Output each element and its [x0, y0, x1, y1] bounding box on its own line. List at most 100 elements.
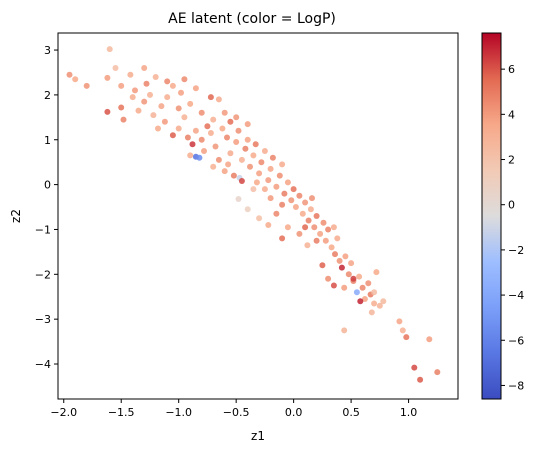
scatter-point [288, 197, 294, 203]
colorbar [482, 33, 501, 399]
scatter-point [411, 365, 417, 371]
scatter-point [253, 141, 259, 147]
scatter-point [227, 119, 233, 125]
scatter-point [164, 94, 170, 100]
scatter-point [196, 155, 202, 161]
scatter-point [127, 72, 133, 78]
scatter-point [331, 224, 337, 230]
scatter-point [304, 242, 310, 248]
y-tick-label: −4 [35, 358, 51, 371]
scatter-point [319, 262, 325, 268]
colorbar-axis: −8 −6 −4 −2 0 2 4 6 [501, 63, 524, 392]
scatter-point [371, 289, 377, 295]
scatter-point [225, 161, 231, 167]
scatter-point [144, 81, 150, 87]
scatter-point [176, 126, 182, 132]
scatter-point [285, 224, 291, 230]
scatter-point [216, 157, 222, 163]
scatter-point [258, 159, 264, 165]
y-tick-label: −1 [35, 223, 51, 236]
x-axis-label: z1 [251, 429, 265, 443]
scatter-point [434, 369, 440, 375]
scatter-point [113, 65, 119, 71]
scatter-point [130, 94, 136, 100]
scatter-point [302, 224, 308, 230]
y-tick-label: −3 [35, 313, 51, 326]
scatter-point [227, 150, 233, 156]
scatter-point [107, 46, 113, 52]
scatter-point [233, 114, 239, 120]
chart-title: AE latent (color = LogP) [168, 11, 336, 27]
y-tick-label: 2 [44, 89, 51, 102]
plot-area [67, 46, 441, 383]
scatter-point [360, 285, 366, 291]
scatter-point [314, 238, 320, 244]
scatter-point [155, 126, 161, 132]
scatter-point [279, 235, 285, 241]
scatter-point [72, 76, 78, 82]
scatter-point [104, 109, 110, 115]
scatter-point [341, 327, 347, 333]
scatter-point [325, 227, 331, 233]
scatter-point [265, 222, 271, 228]
scatter-point [323, 238, 329, 244]
colorbar-tick-label: −8 [508, 379, 524, 392]
scatter-point [331, 283, 337, 289]
scatter-point [222, 168, 228, 174]
scatter-point [291, 186, 297, 192]
scatter-point [141, 99, 147, 105]
scatter-point [365, 280, 371, 286]
x-tick-label: −0.5 [223, 406, 250, 419]
scatter-point [210, 164, 216, 170]
scatter-point [296, 193, 302, 199]
scatter-point [426, 336, 432, 342]
scatter-point [170, 132, 176, 138]
scatter-point [250, 152, 256, 158]
x-tick-label: −1.0 [165, 406, 192, 419]
scatter-point [219, 126, 225, 132]
y-tick-label: 0 [44, 179, 51, 192]
scatter-point [403, 334, 409, 340]
y-tick-label: −2 [35, 268, 51, 281]
scatter-point [245, 206, 251, 212]
scatter-point [118, 83, 124, 89]
y-tick-label: 3 [44, 44, 51, 57]
scatter-point [279, 161, 285, 167]
scatter-point [369, 309, 375, 315]
x-tick-label: −2.0 [50, 406, 77, 419]
x-tick-label: 1.0 [400, 406, 418, 419]
scatter-point [346, 271, 352, 277]
scatter-point [268, 195, 274, 201]
scatter-point [176, 105, 182, 111]
scatter-point [371, 301, 377, 307]
scatter-point [309, 195, 315, 201]
scatter-point [285, 179, 291, 185]
scatter-point [325, 276, 331, 282]
scatter-point [354, 289, 360, 295]
scatter-point [199, 137, 205, 143]
scatter-point [222, 110, 228, 116]
colorbar-tick-label: −4 [508, 289, 524, 302]
scatter-point [350, 276, 356, 282]
scatter-point [199, 110, 205, 116]
scatter-point [273, 211, 279, 217]
colorbar-tick-label: −2 [508, 244, 524, 257]
scatter-point [247, 164, 253, 170]
colorbar-tick-label: 0 [508, 199, 515, 212]
scatter-point [348, 260, 354, 266]
scatter-point [311, 224, 317, 230]
scatter-point [181, 114, 187, 120]
scatter-point [281, 191, 287, 197]
scatter-point [153, 74, 159, 80]
scatter-point [213, 144, 219, 150]
scatter-point [224, 135, 230, 141]
scatter-point [208, 130, 214, 136]
scatter-point [141, 65, 147, 71]
scatter-point [265, 177, 271, 183]
scatter-point [396, 318, 402, 324]
scatter-point [185, 135, 191, 141]
scatter-point [132, 87, 138, 93]
scatter-point [136, 108, 142, 114]
x-axis: −2.0 −1.5 −1.0 −0.5 0.0 0.5 1.0 [50, 399, 417, 419]
scatter-point [193, 128, 199, 134]
